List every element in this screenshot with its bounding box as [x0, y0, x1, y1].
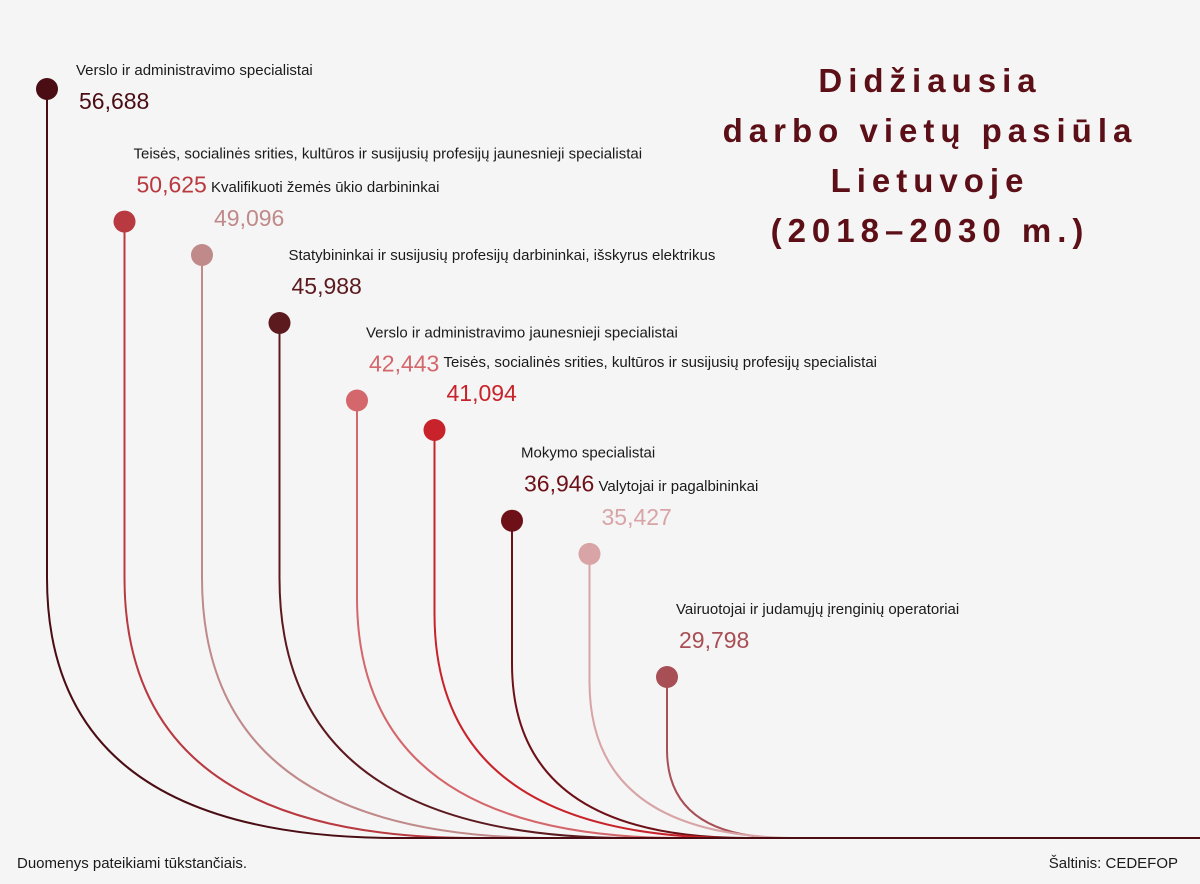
value-label-4: 45,988: [292, 273, 362, 299]
dot-9: [656, 666, 678, 688]
dot-4: [268, 311, 291, 334]
unit-footnote: Duomenys pateikiami tūkstančiais.: [17, 855, 248, 872]
title-line-1: Didžiausia: [818, 62, 1042, 99]
category-label-4: Statybininkai ir susijusių profesijų dar…: [289, 247, 716, 264]
category-label-6: Teisės, socialinės srities, kultūros ir …: [444, 354, 878, 371]
dot-1: [36, 78, 58, 100]
value-label-5: 42,443: [369, 350, 439, 376]
value-label-8: 35,427: [602, 504, 672, 530]
value-label-2: 50,625: [137, 172, 207, 198]
dot-2: [113, 210, 136, 233]
title-line-2: darbo vietų pasiūla: [722, 112, 1138, 149]
stem-4: [278, 322, 1200, 839]
dot-5: [346, 389, 368, 412]
stem-5: [356, 400, 1200, 839]
category-label-9: Vairuotojai ir judamųjų įrenginių operat…: [676, 601, 959, 618]
dot-7: [501, 509, 523, 532]
source-note: Šaltinis: CEDEFOP: [1048, 855, 1178, 872]
category-label-8: Valytojai ir pagalbininkai: [599, 478, 759, 495]
chart-title: Didžiausia darbo vietų pasiūla Lietuvoje…: [700, 56, 1160, 256]
dot-6: [423, 418, 446, 441]
value-label-1: 56,688: [79, 88, 149, 114]
category-label-5: Verslo ir administravimo jaunesnieji spe…: [366, 324, 678, 341]
value-label-9: 29,798: [679, 627, 749, 653]
category-label-7: Mokymo specialistai: [521, 445, 655, 462]
stem-6: [433, 429, 1200, 839]
title-line-3: Lietuvoje: [830, 162, 1030, 199]
stem-3: [201, 255, 1200, 839]
value-label-3: 49,096: [214, 205, 284, 231]
value-label-7: 36,946: [524, 471, 594, 497]
value-label-6: 41,094: [447, 380, 518, 406]
stem-8: [588, 553, 1200, 839]
dot-3: [191, 244, 213, 267]
title-line-4: (2018–2030 m.): [770, 212, 1090, 249]
stem-2: [123, 221, 1200, 839]
category-label-2: Teisės, socialinės srities, kultūros ir …: [134, 146, 643, 163]
category-label-1: Verslo ir administravimo specialistai: [76, 62, 313, 79]
category-label-3: Kvalifikuoti žemės ūkio darbininkai: [211, 179, 439, 196]
stem-9: [666, 677, 1200, 839]
stem-1: [46, 89, 1200, 839]
stem-7: [511, 520, 1200, 839]
dot-8: [578, 542, 601, 565]
